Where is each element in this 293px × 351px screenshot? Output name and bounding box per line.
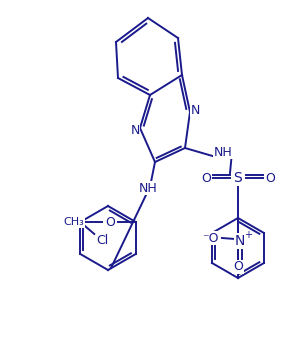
Text: N: N [130,124,140,137]
Text: +: + [244,230,252,240]
Text: O: O [105,216,115,229]
Text: ⁻O: ⁻O [202,232,218,245]
Text: N: N [235,234,245,248]
Text: S: S [234,171,242,185]
Text: NH: NH [139,181,157,194]
Text: CH₃: CH₃ [63,217,84,227]
Text: NH: NH [214,146,232,159]
Text: Cl: Cl [96,233,108,246]
Text: O: O [233,260,243,273]
Text: O: O [265,172,275,185]
Text: O: O [201,172,211,185]
Text: N: N [190,104,200,117]
